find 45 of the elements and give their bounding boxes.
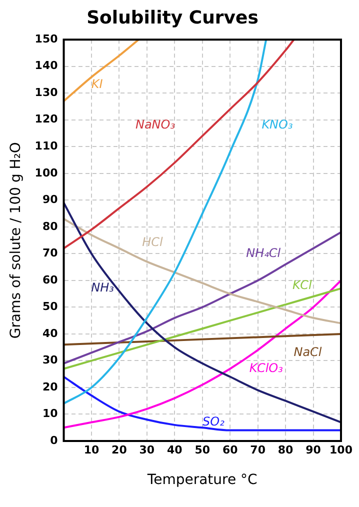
y-tick-label: 0 (50, 434, 58, 447)
x-tick-label: 20 (112, 443, 128, 456)
y-axis-title: Grams of solute / 100 g H₂O (8, 142, 24, 339)
series-label: KCl (292, 278, 312, 292)
y-tick-label: 90 (42, 193, 58, 206)
series-label: NH₃ (91, 280, 114, 295)
line-series (64, 40, 140, 102)
x-tick-label: 90 (306, 443, 322, 456)
series-label: HCl (142, 235, 164, 250)
line-series (64, 218, 341, 324)
y-tick-label: 120 (34, 112, 58, 126)
x-tick-label: 100 (330, 443, 353, 456)
chart-title: Solubility Curves (86, 7, 258, 28)
y-tick-label: 20 (42, 380, 58, 394)
y-tick-label: 130 (34, 86, 58, 99)
x-tick-label: 80 (278, 443, 294, 456)
y-tick-label: 30 (42, 354, 58, 367)
line-series (64, 279, 341, 429)
y-tick-label: 60 (42, 273, 58, 286)
line-series (64, 231, 341, 364)
y-tick-label: 40 (42, 326, 58, 340)
series-label: KNO₃ (262, 117, 293, 132)
series-label: NH₄Cl (246, 246, 282, 260)
series-label: NaCl (294, 344, 322, 359)
series-label: KClO₃ (249, 360, 284, 375)
x-axis-title: Temperature °C (146, 472, 258, 488)
line-series (64, 40, 295, 250)
series-label: KI (91, 77, 104, 92)
y-tick-label: 70 (42, 246, 58, 260)
y-tick-label: 110 (34, 140, 58, 152)
y-tick-label: 100 (34, 166, 58, 180)
y-tick-label: 10 (42, 407, 58, 420)
x-tick-label: 60 (222, 443, 238, 456)
series-label: SO₂ (202, 414, 225, 428)
y-tick-label: 150 (34, 32, 58, 46)
x-tick-label: 40 (167, 443, 183, 456)
y-tick-label: 80 (42, 220, 58, 233)
y-tick-label: 140 (34, 59, 58, 72)
y-tick-label: 50 (42, 300, 58, 314)
series-label: NaNO₃ (135, 117, 176, 132)
x-tick-label: 70 (250, 443, 266, 456)
x-tick-label: 30 (139, 443, 155, 456)
x-tick-label: 10 (84, 443, 100, 456)
line-series (64, 376, 341, 432)
x-tick-label: 50 (194, 443, 210, 456)
